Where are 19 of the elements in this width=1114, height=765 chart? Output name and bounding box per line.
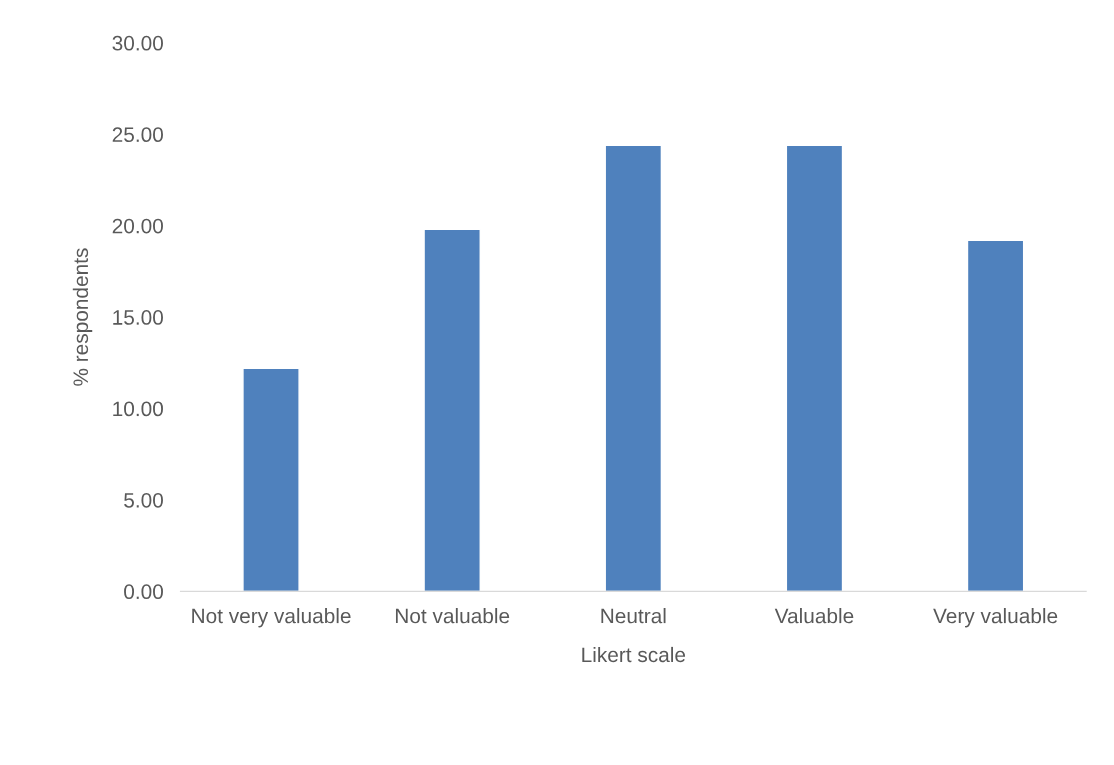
x-tick-label: Valuable: [774, 608, 854, 624]
y-tick-label: 20.00: [112, 218, 163, 234]
y-tick-label: 5.00: [124, 492, 163, 508]
y-tick-label: 0.00: [124, 584, 163, 600]
x-axis-title: Likert scale: [582, 646, 686, 663]
x-tick-label: Very valuable: [933, 608, 1058, 628]
y-tick-label: 25.00: [112, 127, 163, 143]
x-tick-label: Not valuable: [395, 608, 510, 624]
bar: [785, 144, 844, 592]
y-tick-label: 15.00: [113, 310, 163, 325]
bar: [966, 239, 1025, 592]
bar: [604, 144, 663, 592]
y-axis-title: % respondents: [72, 248, 93, 386]
bar: [242, 367, 300, 592]
y-tick-label: 30.00: [112, 35, 163, 51]
x-tick-label: Not very valuable: [192, 608, 351, 628]
bar: [423, 228, 481, 592]
y-tick-label: 10.00: [113, 401, 163, 417]
x-tick-label: Neutral: [601, 608, 666, 624]
